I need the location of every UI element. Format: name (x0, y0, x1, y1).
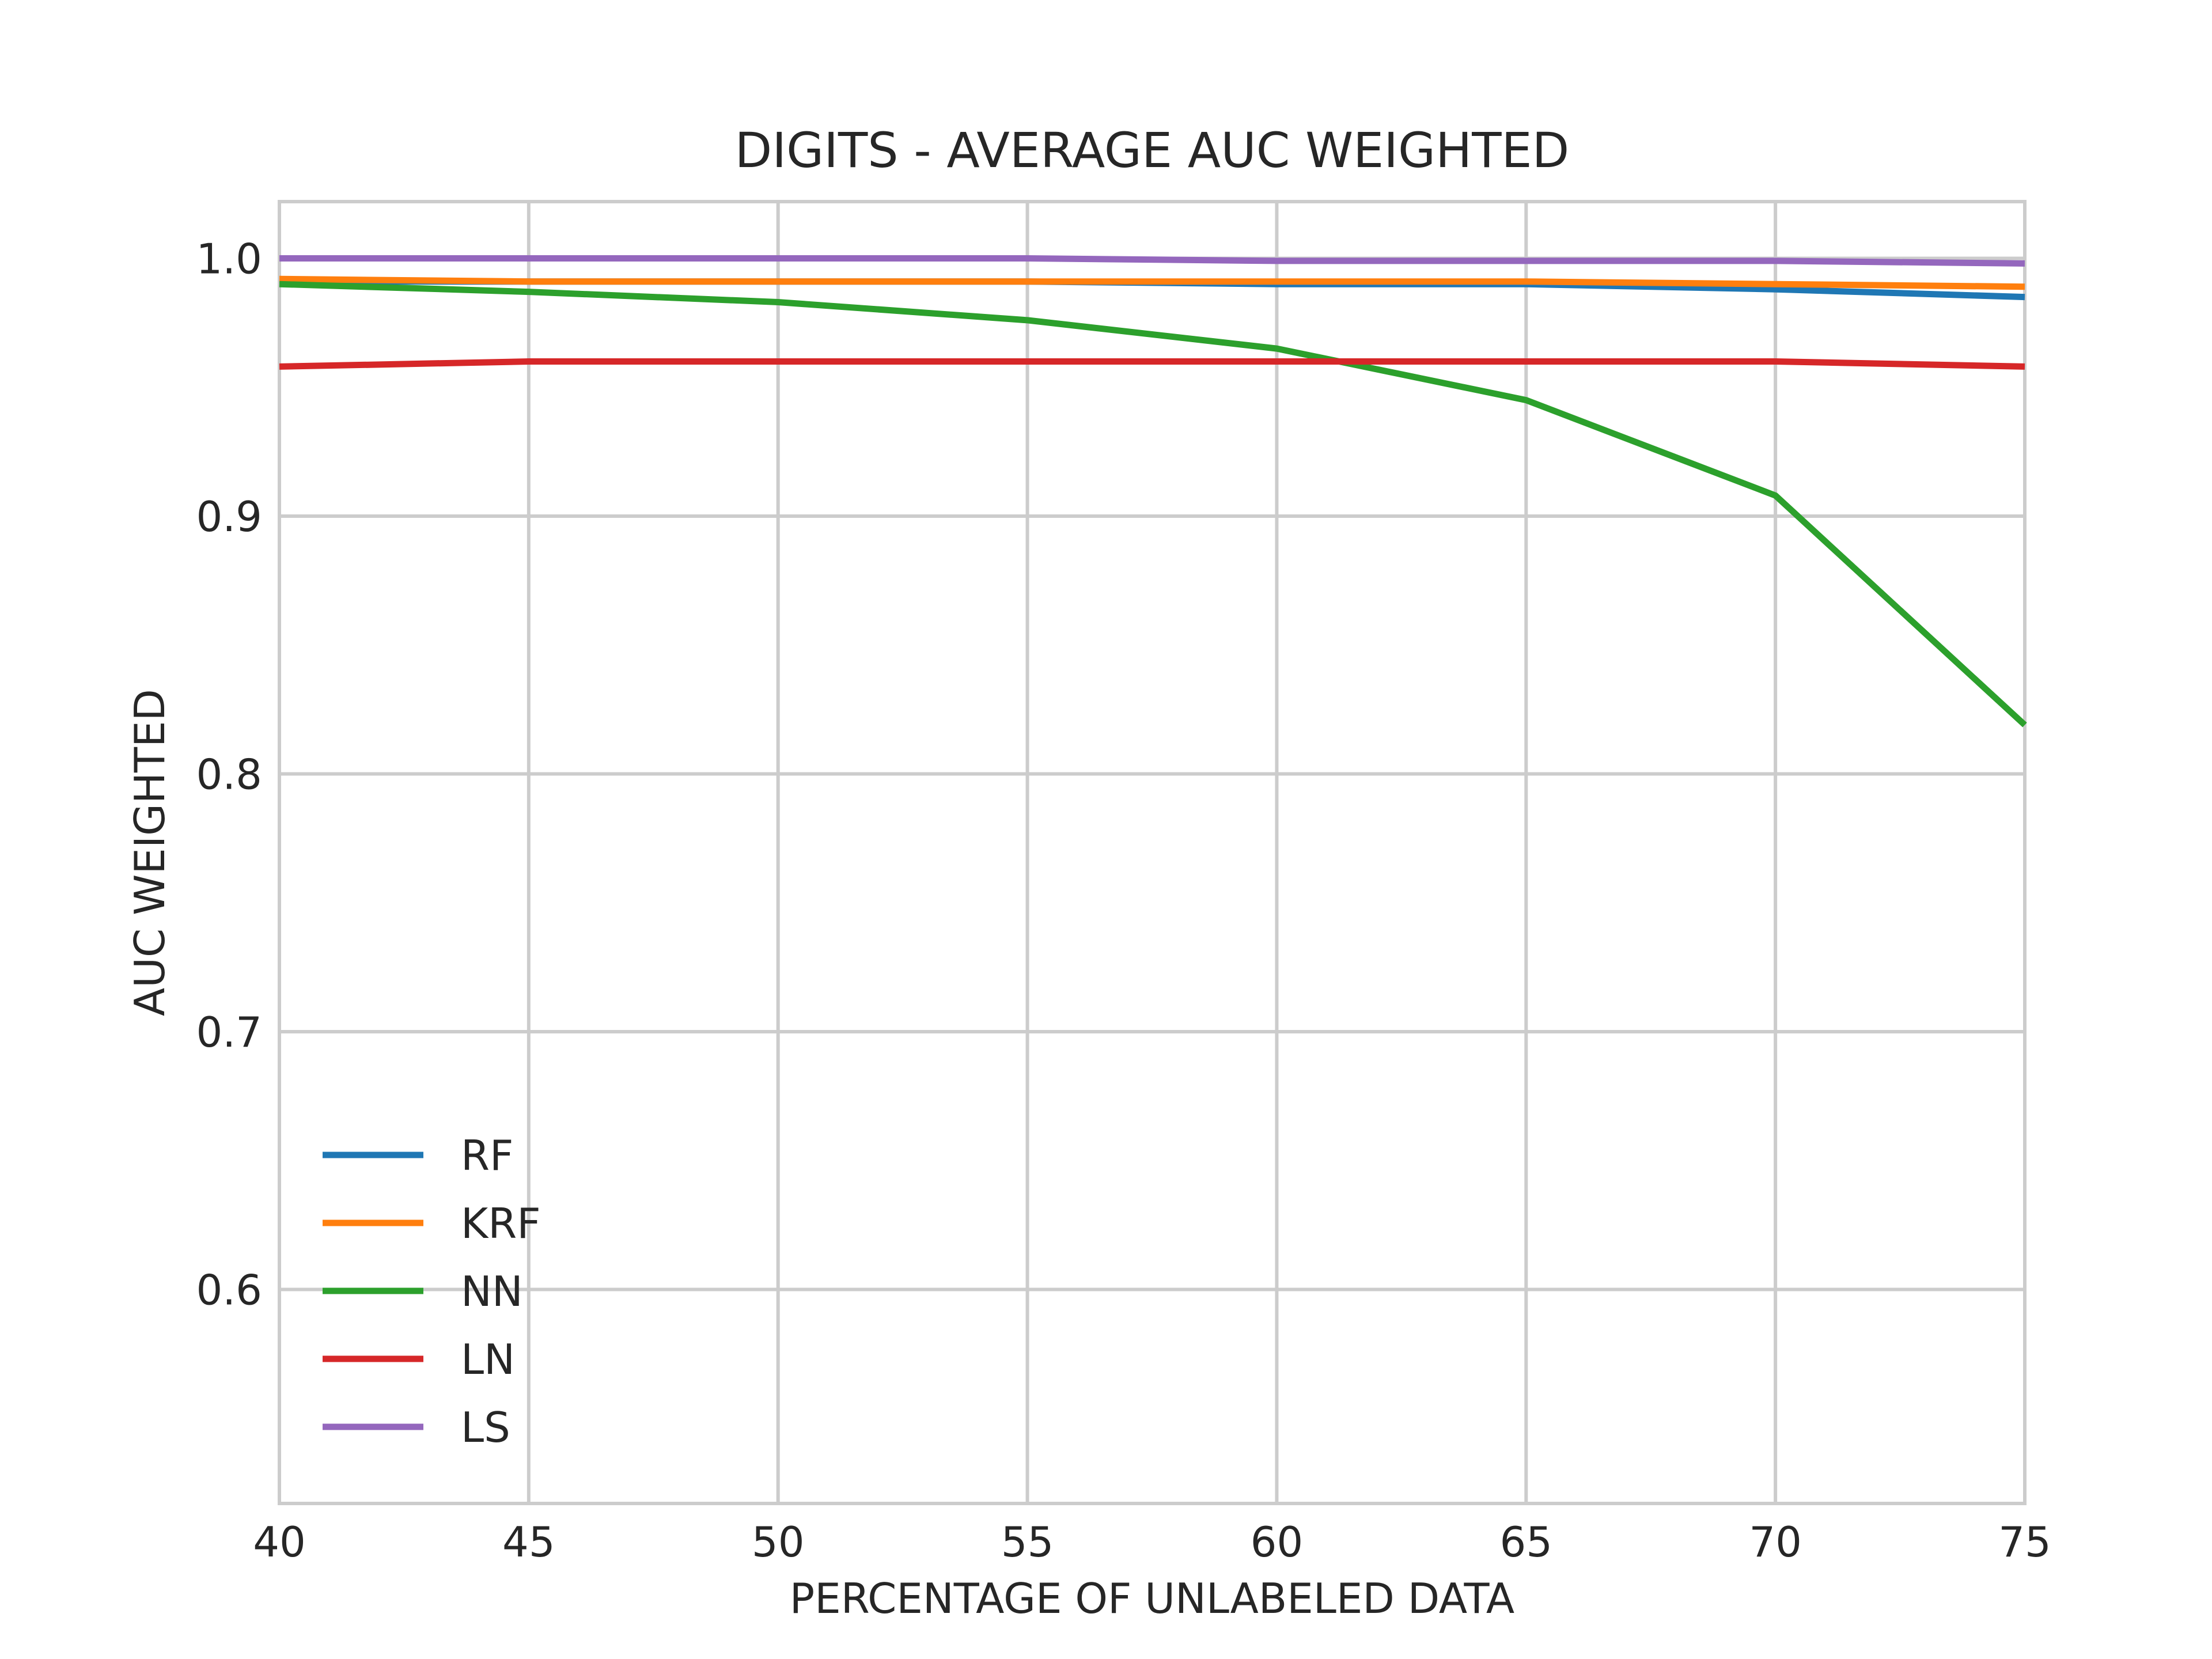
legend-label-krf: KRF (461, 1199, 541, 1248)
grid (278, 202, 2027, 1503)
y-axis-label: AUC WEIGHTED (126, 689, 174, 1016)
chart-title: DIGITS - AVERAGE AUC WEIGHTED (735, 122, 1570, 179)
x-tick-label: 65 (1499, 1518, 1552, 1566)
y-tick-label: 0.8 (196, 751, 262, 799)
x-tick-label: 50 (752, 1518, 805, 1566)
x-axis-label: PERCENTAGE OF UNLABELED DATA (790, 1574, 1514, 1623)
x-tick-label: 70 (1749, 1518, 1802, 1566)
x-tick-label: 40 (253, 1518, 306, 1566)
x-tick-label: 75 (1998, 1518, 2051, 1566)
legend-label-ln: LN (461, 1335, 515, 1384)
legend-label-nn: NN (461, 1267, 523, 1316)
y-tick-label: 1.0 (196, 234, 262, 283)
x-axis-ticks: 40 45 50 55 60 65 70 75 (253, 1518, 2051, 1566)
x-tick-label: 45 (502, 1518, 555, 1566)
x-tick-label: 60 (1251, 1518, 1304, 1566)
series-line-ln (279, 358, 2025, 370)
plot-frame (278, 200, 2027, 1505)
x-tick-label: 55 (1001, 1518, 1054, 1566)
series-line-ls (279, 255, 2025, 267)
y-axis-ticks: 0.6 0.7 0.8 0.9 1.0 (196, 234, 262, 1314)
legend-label-ls: LS (461, 1403, 510, 1452)
series-line-krf (279, 275, 2025, 290)
series-line-nn (279, 281, 2027, 728)
legend: RF KRF NN LN LS (323, 1131, 541, 1452)
series-lines (279, 255, 2027, 728)
y-tick-label: 0.6 (196, 1266, 262, 1315)
y-tick-label: 0.7 (196, 1008, 262, 1056)
y-tick-label: 0.9 (196, 493, 262, 541)
legend-label-rf: RF (461, 1131, 513, 1180)
